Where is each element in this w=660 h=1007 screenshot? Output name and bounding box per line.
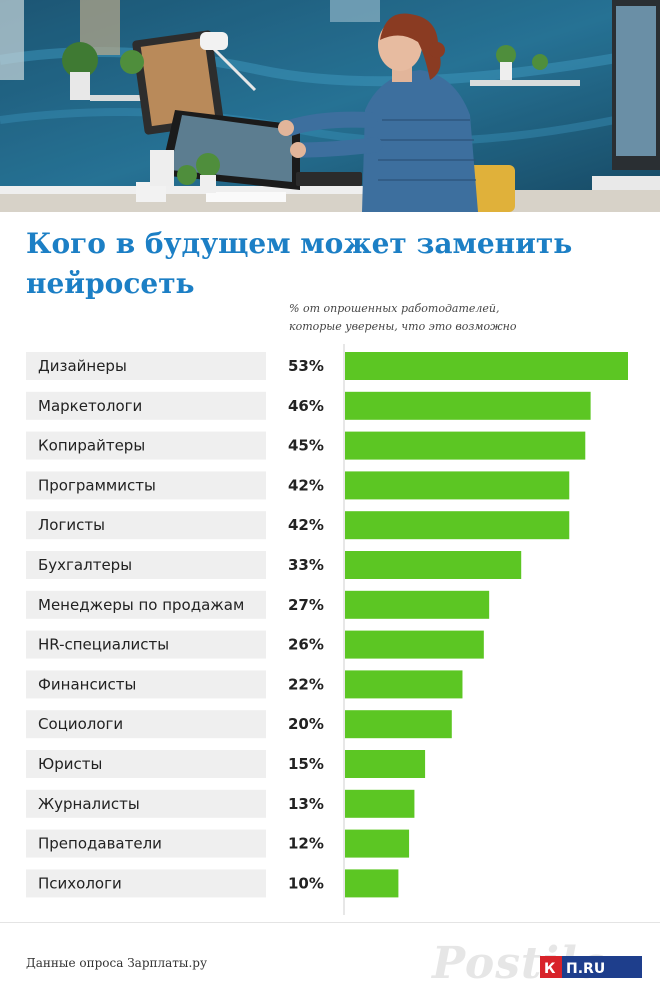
bar bbox=[345, 630, 484, 659]
footer-divider bbox=[0, 922, 660, 923]
bar bbox=[345, 431, 586, 460]
bar bbox=[345, 670, 463, 699]
category-label-bg bbox=[26, 391, 266, 420]
category-label-bg bbox=[26, 590, 266, 619]
category-label: Логисты bbox=[38, 516, 105, 534]
category-label: Менеджеры по продажам bbox=[38, 596, 244, 614]
category-label: Дизайнеры bbox=[38, 357, 127, 375]
value-label: 20% bbox=[288, 715, 324, 733]
category-label: Журналисты bbox=[38, 795, 140, 813]
category-label-bg bbox=[26, 750, 266, 778]
value-label: 42% bbox=[288, 476, 324, 494]
bar bbox=[345, 551, 522, 579]
chart-subtitle: % от опрошенных работодателей, которые у… bbox=[289, 302, 517, 333]
value-label: 33% bbox=[288, 556, 324, 574]
value-label: 15% bbox=[288, 755, 324, 773]
category-label: Программисты bbox=[38, 476, 156, 494]
bar bbox=[345, 750, 426, 778]
bar bbox=[345, 869, 399, 898]
value-label: 53% bbox=[288, 357, 324, 375]
bar bbox=[345, 590, 490, 619]
office-photo-illustration bbox=[0, 0, 660, 212]
value-label: 27% bbox=[288, 596, 324, 614]
value-label: 22% bbox=[288, 675, 324, 693]
category-label-bg bbox=[26, 511, 266, 540]
category-label-bg bbox=[26, 431, 266, 460]
category-label: Копирайтеры bbox=[38, 437, 145, 455]
bar bbox=[345, 391, 591, 420]
value-label: 42% bbox=[288, 516, 324, 534]
bar bbox=[345, 789, 415, 818]
category-label-bg bbox=[26, 829, 266, 858]
category-label: Социологи bbox=[38, 715, 123, 733]
svg-text:П.RU: П.RU bbox=[566, 961, 605, 977]
category-label-bg bbox=[26, 670, 266, 699]
category-label: HR-специалисты bbox=[38, 636, 169, 654]
category-label: Бухгалтеры bbox=[38, 556, 132, 574]
category-label: Маркетологи bbox=[38, 397, 142, 415]
svg-text:К: К bbox=[544, 961, 556, 977]
kp-logo-icon: К П.RU bbox=[540, 956, 642, 978]
bar bbox=[345, 352, 628, 380]
bar bbox=[345, 471, 570, 500]
bar-chart-svg: Дизайнеры 53% Маркетологи 46% Копирайтеры 45%… bbox=[26, 344, 628, 915]
value-label: 13% bbox=[288, 795, 324, 813]
category-label: Преподаватели bbox=[38, 835, 162, 853]
category-label-bg bbox=[26, 551, 266, 579]
bar-chart: Дизайнеры 53% Маркетологи 46% Копирайтеры 45%… bbox=[0, 340, 660, 915]
category-label-bg bbox=[26, 471, 266, 500]
category-label-bg bbox=[26, 630, 266, 659]
value-label: 45% bbox=[288, 437, 324, 455]
category-label-bg bbox=[26, 710, 266, 739]
category-label-bg bbox=[26, 352, 266, 380]
header-photo bbox=[0, 0, 660, 212]
category-label: Психологи bbox=[38, 874, 122, 892]
bar bbox=[345, 710, 452, 739]
value-label: 10% bbox=[288, 874, 324, 892]
bar bbox=[345, 511, 570, 540]
logo: Postila К П.RU bbox=[432, 938, 650, 998]
category-label-bg bbox=[26, 789, 266, 818]
category-label: Финансисты bbox=[38, 675, 136, 693]
category-label: Юристы bbox=[38, 755, 102, 773]
category-label-bg bbox=[26, 869, 266, 898]
value-label: 46% bbox=[288, 397, 324, 415]
source-note: Данные опроса Зарплаты.ру bbox=[26, 956, 208, 970]
bar bbox=[345, 829, 410, 858]
page-title: Кого в будущем может заменить нейросеть bbox=[26, 227, 573, 300]
value-label: 12% bbox=[288, 835, 324, 853]
value-label: 26% bbox=[288, 636, 324, 654]
